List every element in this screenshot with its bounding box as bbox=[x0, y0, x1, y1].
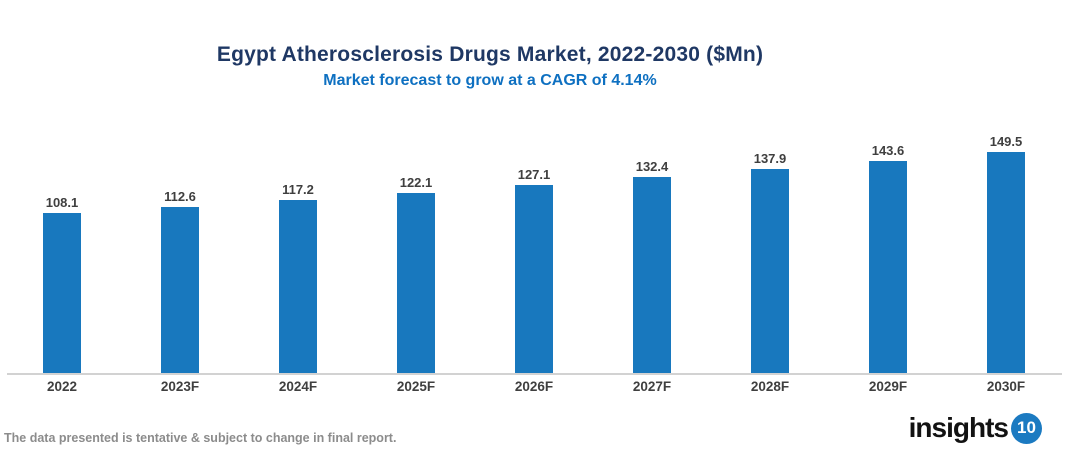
bar-value-label: 122.1 bbox=[399, 175, 433, 190]
x-axis-line bbox=[7, 373, 1062, 375]
x-axis-tick-label: 2022 bbox=[46, 379, 78, 394]
bar-value-label: 137.9 bbox=[753, 151, 787, 166]
bar bbox=[279, 200, 317, 374]
x-axis-tick-label: 2027F bbox=[632, 379, 672, 394]
bar-group: 137.9 bbox=[711, 151, 829, 374]
plot-area: 108.1 112.6 117.2 122.1 127.1 132.4 137.9 143.6… bbox=[3, 128, 1065, 374]
x-axis-tick-label: 2024F bbox=[278, 379, 318, 394]
bar-value-label: 127.1 bbox=[517, 167, 551, 182]
x-axis-tick-label: 2030F bbox=[986, 379, 1026, 394]
chart-title: Egypt Atherosclerosis Drugs Market, 2022… bbox=[216, 43, 764, 66]
bar-group: 132.4 bbox=[593, 159, 711, 374]
bar bbox=[397, 193, 435, 374]
bar-group: 143.6 bbox=[829, 143, 947, 374]
bar bbox=[869, 161, 907, 374]
bar-group: 149.5 bbox=[947, 134, 1065, 374]
bar bbox=[515, 185, 553, 374]
x-axis-tick-label: 2029F bbox=[868, 379, 908, 394]
bar bbox=[987, 152, 1025, 374]
x-axis-labels: 2022 2023F 2024F 2025F 2026F 2027F 2028F 2029F 2… bbox=[3, 379, 1065, 394]
bar-group: 112.6 bbox=[121, 189, 239, 374]
x-axis-tick-label: 2026F bbox=[514, 379, 554, 394]
x-axis-tick-label: 2028F bbox=[750, 379, 790, 394]
footnote: The data presented is tentative & subjec… bbox=[4, 431, 397, 445]
bar-value-label: 112.6 bbox=[164, 189, 196, 204]
bar-group: 122.1 bbox=[357, 175, 475, 374]
bar-group: 127.1 bbox=[475, 167, 593, 374]
x-axis-tick-label: 2023F bbox=[160, 379, 200, 394]
insights10-logo: insights 10 bbox=[909, 412, 1042, 444]
chart-subtitle: Market forecast to grow at a CAGR of 4.1… bbox=[323, 72, 657, 89]
bar-value-label: 117.2 bbox=[282, 182, 314, 197]
bar-value-label: 143.6 bbox=[871, 143, 905, 158]
bar-value-label: 132.4 bbox=[635, 159, 669, 174]
bar-value-label: 149.5 bbox=[989, 134, 1023, 149]
logo-badge-icon: 10 bbox=[1011, 412, 1042, 444]
bar bbox=[43, 213, 81, 374]
logo-text: insights bbox=[908, 412, 1009, 443]
bar-group: 117.2 bbox=[239, 182, 357, 374]
bar bbox=[161, 207, 199, 374]
bar-group: 108.1 bbox=[3, 195, 121, 374]
bar bbox=[633, 177, 671, 374]
x-axis-tick-label: 2025F bbox=[396, 379, 436, 394]
bar-value-label: 108.1 bbox=[45, 195, 79, 210]
bar bbox=[751, 169, 789, 374]
